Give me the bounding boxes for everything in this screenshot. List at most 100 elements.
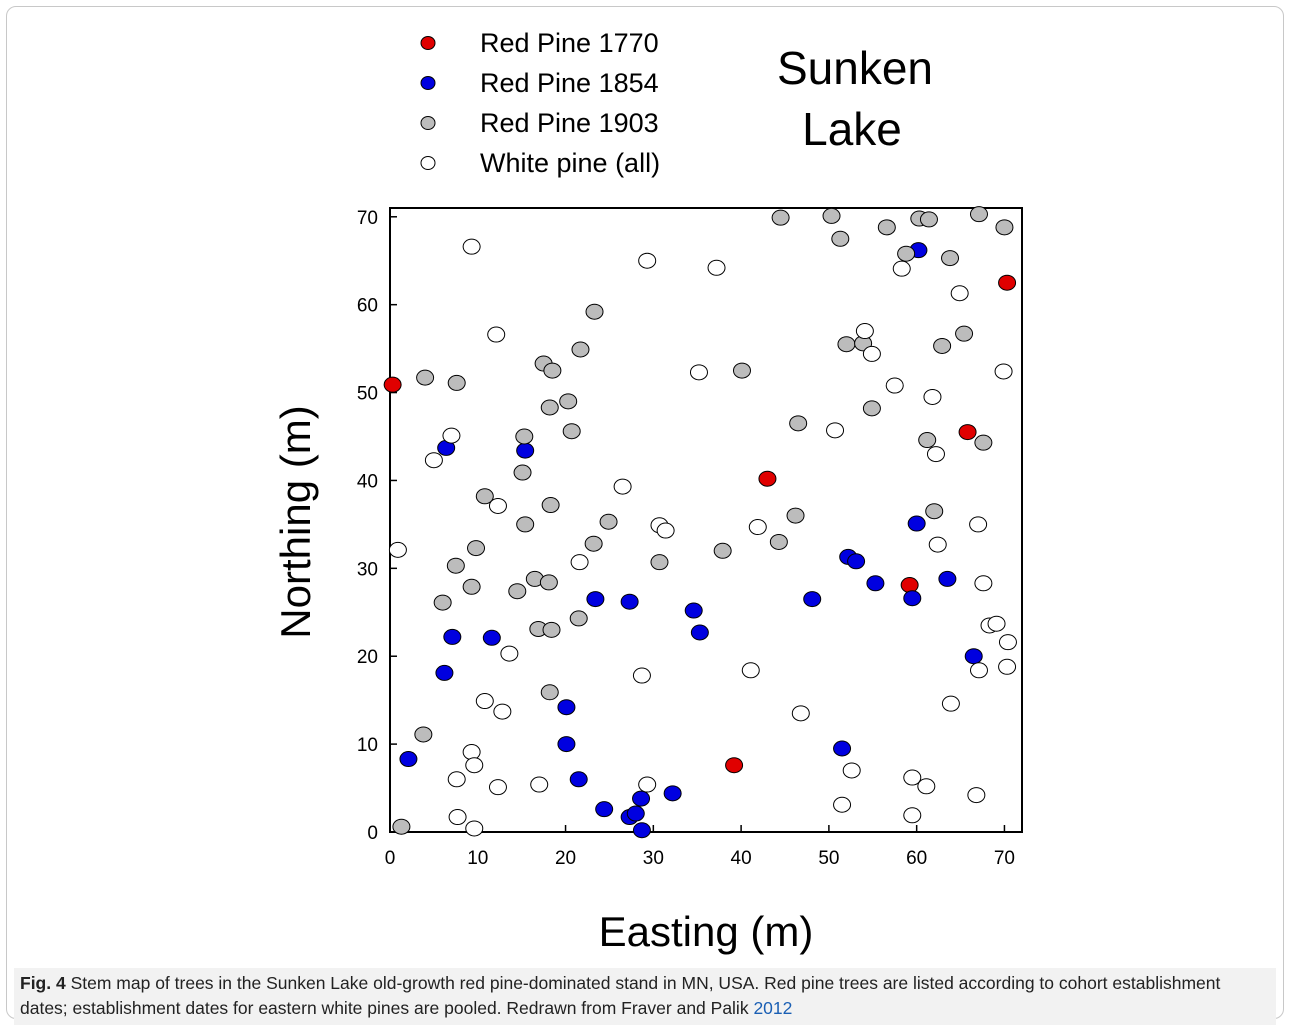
data-point <box>923 388 942 405</box>
data-point <box>969 516 988 533</box>
data-point <box>885 377 904 394</box>
data-point <box>416 369 435 386</box>
caption-text: Stem map of trees in the Sunken Lake old… <box>20 973 1221 1018</box>
data-point <box>620 593 639 610</box>
legend-marker <box>420 36 436 50</box>
data-point <box>964 648 983 665</box>
data-point <box>791 705 810 722</box>
data-point <box>569 610 588 627</box>
figure-caption: Fig. 4 Stem map of trees in the Sunken L… <box>14 968 1276 1025</box>
data-point <box>769 533 788 550</box>
data-point <box>570 554 589 571</box>
data-point <box>626 805 645 822</box>
y-tick-label: 50 <box>357 384 378 405</box>
legend-label: Red Pine 1770 <box>480 28 659 58</box>
caption-reference-link[interactable]: 2012 <box>753 998 793 1018</box>
data-point <box>500 645 519 662</box>
data-point <box>539 574 558 591</box>
x-tick-label: 10 <box>467 848 488 869</box>
data-point <box>903 769 922 786</box>
data-point <box>543 362 562 379</box>
data-point <box>741 662 760 679</box>
data-point <box>969 662 988 679</box>
data-point <box>595 801 614 818</box>
data-point <box>585 303 604 320</box>
y-tick-label: 30 <box>357 559 378 580</box>
series-3 <box>388 238 1017 837</box>
data-point <box>748 519 767 536</box>
data-point <box>833 796 852 813</box>
data-point <box>446 557 465 574</box>
data-point <box>392 818 411 835</box>
data-point <box>424 452 443 469</box>
data-point <box>707 259 726 276</box>
data-point <box>487 326 506 343</box>
data-point <box>448 809 467 826</box>
data-point <box>958 424 977 441</box>
chart-title-line-2: Lake <box>802 103 902 155</box>
y-tick-label: 20 <box>357 647 378 668</box>
data-point <box>516 516 535 533</box>
data-point <box>663 785 682 802</box>
data-point <box>974 575 993 592</box>
data-point <box>900 577 919 594</box>
data-point <box>632 822 651 839</box>
data-point <box>847 553 866 570</box>
data-point <box>689 364 708 381</box>
data-point <box>638 252 657 269</box>
data-point <box>383 376 402 393</box>
data-point <box>513 464 532 481</box>
data-point <box>833 740 852 757</box>
data-point <box>732 362 751 379</box>
data-point <box>482 629 501 646</box>
data-point <box>632 667 651 684</box>
x-tick-label: 40 <box>731 848 752 869</box>
data-point <box>569 771 588 788</box>
data-point <box>903 590 922 607</box>
x-axis-label: Easting (m) <box>599 908 814 955</box>
data-point <box>831 230 850 247</box>
y-axis-label: Northing (m) <box>272 405 319 638</box>
x-tick-label: 0 <box>385 848 396 869</box>
data-point <box>933 337 952 354</box>
data-point <box>786 507 805 524</box>
data-point <box>462 238 481 255</box>
data-point <box>690 624 709 641</box>
data-point <box>877 219 896 236</box>
data-point <box>907 515 926 532</box>
data-point <box>941 695 960 712</box>
y-tick-label: 10 <box>357 735 378 756</box>
x-tick-label: 30 <box>643 848 664 869</box>
x-tick-label: 20 <box>555 848 576 869</box>
data-point <box>789 415 808 432</box>
data-point <box>443 628 462 645</box>
data-point <box>516 442 535 459</box>
legend-marker <box>420 116 436 130</box>
data-point <box>925 503 944 520</box>
data-point <box>866 575 885 592</box>
data-point <box>998 658 1017 675</box>
series-0 <box>383 274 1017 774</box>
data-point <box>599 513 618 530</box>
data-point <box>475 693 494 710</box>
data-point <box>842 762 861 779</box>
chart-legend: Red Pine 1770 Red Pine 1854 Red Pine 1903 W… <box>420 28 660 178</box>
data-point <box>632 790 651 807</box>
data-point <box>941 250 960 267</box>
plot-area-frame <box>389 207 1023 833</box>
data-point <box>638 776 657 793</box>
data-point <box>862 400 881 417</box>
data-point <box>613 478 632 495</box>
data-point <box>656 522 675 539</box>
legend-marker <box>420 76 436 90</box>
data-point <box>903 807 922 824</box>
x-tick-label: 70 <box>994 848 1015 869</box>
data-point <box>803 591 822 608</box>
data-point <box>557 699 576 716</box>
data-point <box>713 542 732 559</box>
chart-title-line-1: Sunken <box>777 42 933 94</box>
data-point <box>399 751 418 768</box>
data-point <box>684 602 703 619</box>
data-point <box>826 422 845 439</box>
data-point <box>758 470 777 487</box>
